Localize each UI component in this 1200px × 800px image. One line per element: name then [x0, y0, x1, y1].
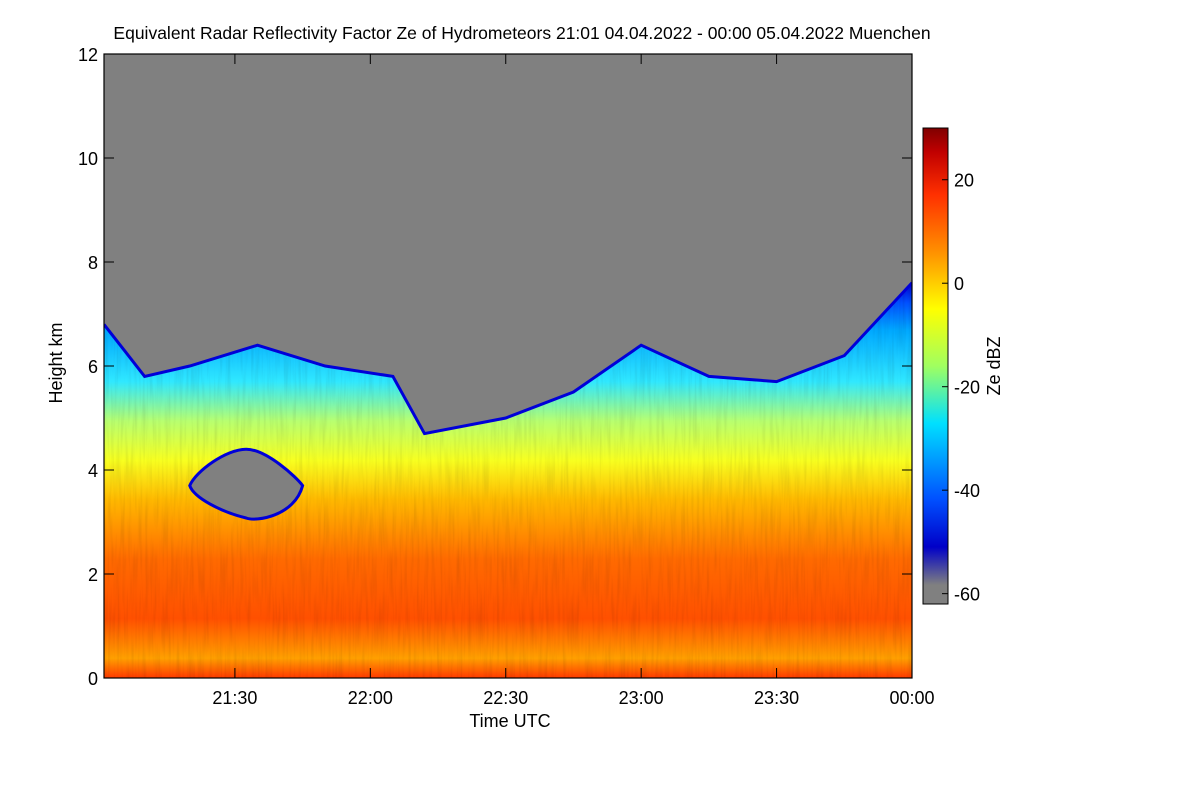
y-axis-label: Height km [46, 322, 66, 403]
colorbar-ticks: 20 0 -20 -40 -60 [942, 171, 980, 605]
colorbar-tick-label: -20 [954, 378, 980, 398]
x-axis-label: Time UTC [469, 711, 550, 731]
echo-top-edge [104, 281, 912, 436]
x-tick-label: 23:30 [754, 688, 799, 708]
colorbar-tick-label: -40 [954, 481, 980, 501]
colorbar: 20 0 -20 -40 -60 Ze dBZ [922, 127, 1004, 605]
colorbar-gradient [922, 127, 949, 605]
echo-texture [104, 282, 912, 678]
colorbar-label: Ze dBZ [984, 336, 1004, 395]
y-axis: 0 2 4 6 8 10 12 [78, 45, 912, 689]
y-tick-label: 8 [88, 253, 98, 273]
x-tick-label: 21:30 [212, 688, 257, 708]
y-tick-label: 12 [78, 45, 98, 65]
y-tick-label: 0 [88, 669, 98, 689]
echo-gap-region [188, 447, 305, 521]
colorbar-tick-label: -60 [954, 585, 980, 605]
plot-area [104, 54, 912, 678]
x-tick-label: 23:00 [619, 688, 664, 708]
y-tick-label: 10 [78, 149, 98, 169]
x-tick-label: 22:30 [483, 688, 528, 708]
chart-title: Equivalent Radar Reflectivity Factor Ze … [113, 23, 930, 43]
colorbar-tick-label: 0 [954, 274, 964, 294]
x-tick-label: 00:00 [889, 688, 934, 708]
x-tick-label: 22:00 [348, 688, 393, 708]
y-tick-label: 2 [88, 565, 98, 585]
y-tick-label: 4 [88, 461, 98, 481]
colorbar-tick-label: 20 [954, 171, 974, 191]
y-tick-label: 6 [88, 357, 98, 377]
x-axis: 21:30 22:00 22:30 23:00 23:30 00:00 [212, 54, 935, 708]
